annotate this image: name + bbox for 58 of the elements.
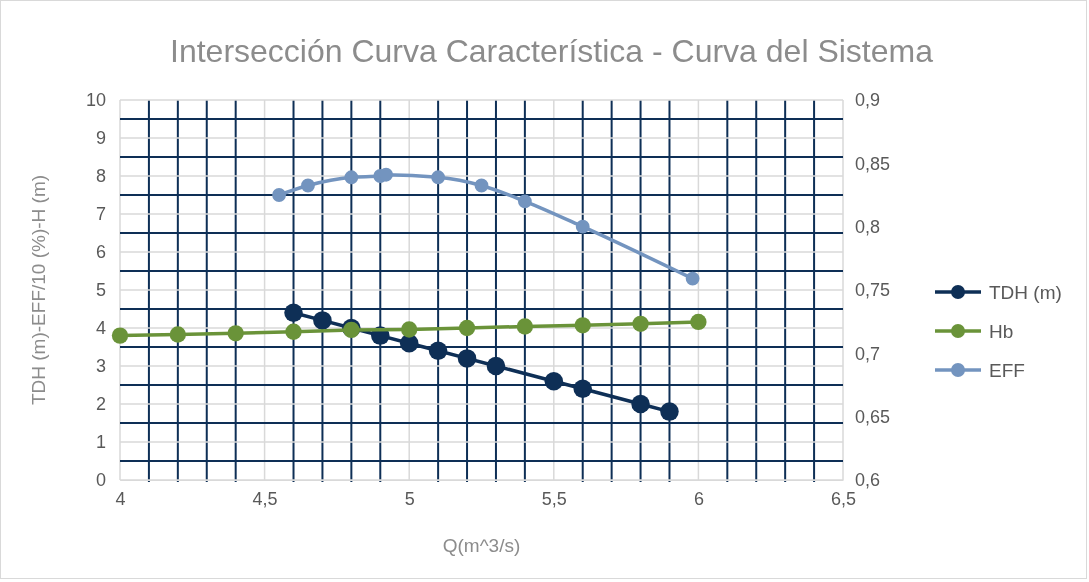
x-tick-label: 6,5: [830, 488, 857, 509]
point: [379, 167, 393, 182]
x-tick-label: 5: [404, 488, 415, 509]
point: [272, 188, 286, 202]
y-tick-label: 5: [95, 280, 106, 301]
y-tick-label: 4: [95, 318, 106, 339]
chart-title: Intersección Curva Característica - Curva del Sistema: [170, 33, 934, 69]
point: [486, 356, 506, 376]
point: [544, 371, 564, 391]
y2-tick-label: 0,85: [855, 153, 891, 174]
y-tick-label: 2: [95, 394, 106, 415]
point: [575, 219, 590, 234]
point: [401, 321, 418, 338]
point: [457, 349, 477, 368]
y2-tick-label: 0,8: [855, 216, 881, 237]
y2-tick-label: 0,9: [855, 90, 881, 111]
y-tick-label: 6: [95, 242, 106, 263]
point: [458, 319, 476, 337]
point: [111, 327, 129, 344]
x-tick-label: 5,5: [541, 488, 567, 509]
point: [516, 318, 534, 335]
y-tick-label: 3: [95, 356, 106, 377]
point: [344, 170, 359, 185]
point: [685, 271, 700, 286]
y-tick-label: 7: [95, 204, 106, 225]
point: [285, 323, 302, 340]
point: [574, 317, 591, 334]
y2-tick-label: 0,75: [855, 280, 891, 301]
y2-tick-label: 0,7: [855, 343, 881, 364]
x-axis-title: Q(m^3/s): [442, 535, 521, 556]
legend-label: EFF: [989, 360, 1025, 381]
point: [632, 315, 649, 332]
point: [431, 170, 446, 185]
point: [573, 379, 592, 399]
point: [227, 325, 244, 342]
y2-tick-label: 0,65: [855, 406, 891, 427]
x-tick-label: 6: [693, 488, 704, 509]
point: [690, 313, 707, 331]
legend-label: TDH (m): [989, 282, 1062, 303]
point: [301, 178, 315, 193]
point: [428, 341, 448, 361]
point: [474, 178, 489, 193]
point: [169, 326, 187, 343]
x-tick-label: 4,5: [252, 488, 278, 509]
point: [631, 394, 650, 414]
y-tick-label: 9: [95, 128, 106, 149]
y-tick-label: 1: [95, 432, 106, 453]
point: [313, 311, 332, 330]
x-tick-label: 4: [115, 488, 126, 509]
point: [284, 303, 303, 323]
y-tick-label: 0: [95, 470, 106, 491]
y-axis-title: TDH (m)-EFF/10 (%)-H (m): [28, 174, 49, 406]
y-tick-label: 10: [85, 90, 106, 111]
y-tick-label: 8: [95, 166, 106, 187]
legend-label: Hb: [989, 321, 1014, 342]
point: [660, 402, 679, 421]
y2-tick-label: 0,6: [855, 470, 881, 491]
point: [517, 194, 532, 209]
